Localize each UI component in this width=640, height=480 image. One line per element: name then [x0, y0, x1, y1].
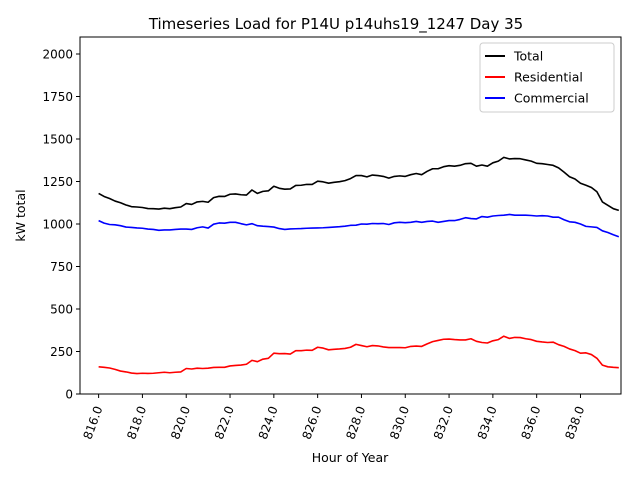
x-tick-label: 828.0	[343, 404, 368, 441]
x-tick-label: 820.0	[168, 404, 193, 441]
x-tick-label: 838.0	[562, 404, 587, 441]
x-tick-label: 816.0	[81, 404, 106, 441]
y-tick-label: 250	[50, 345, 73, 359]
x-tick-label: 818.0	[124, 404, 149, 441]
x-tick-label: 826.0	[300, 404, 325, 441]
x-axis-label: Hour of Year	[312, 450, 389, 465]
legend-label-commercial: Commercial	[514, 91, 589, 106]
x-axis-ticks: 816.0 818.0 820.0 822.0 824.0 826.0 828.0 830.0…	[81, 394, 587, 441]
series-line-commercial	[98, 213, 620, 238]
x-tick-label: 832.0	[431, 404, 456, 441]
y-tick-label: 500	[50, 303, 73, 317]
chart-title: Timeseries Load for P14U p14uhs19_1247 D…	[148, 15, 523, 34]
x-tick-label: 834.0	[475, 404, 500, 441]
legend-label-total: Total	[513, 49, 543, 64]
y-tick-label: 750	[50, 260, 73, 274]
y-tick-label: 1000	[42, 218, 73, 232]
axes-frame	[79, 36, 622, 395]
y-tick-label: 1500	[42, 133, 73, 147]
y-axis-ticks: 0 250 500 750 1000 1250 1500 1750 2000	[42, 48, 80, 402]
y-tick-label: 0	[65, 388, 73, 402]
x-tick-label: 824.0	[256, 404, 281, 441]
series-line-residential	[98, 335, 619, 375]
y-tick-label: 1250	[42, 175, 73, 189]
x-tick-label: 836.0	[519, 404, 544, 441]
series-line-total	[98, 156, 620, 212]
legend-box	[479, 42, 615, 113]
x-tick-label: 830.0	[387, 404, 412, 441]
series-layer	[98, 156, 620, 375]
y-tick-label: 2000	[42, 48, 73, 62]
legend-label-residential: Residential	[514, 70, 583, 85]
y-tick-label: 1750	[42, 90, 73, 104]
x-tick-label: 822.0	[212, 404, 237, 441]
legend: Total Residential Commercial	[479, 42, 615, 113]
y-axis-label: kW total	[13, 189, 28, 241]
plot-area: 816.0 818.0 820.0 822.0 824.0 826.0 828.0 830.0…	[42, 36, 622, 441]
